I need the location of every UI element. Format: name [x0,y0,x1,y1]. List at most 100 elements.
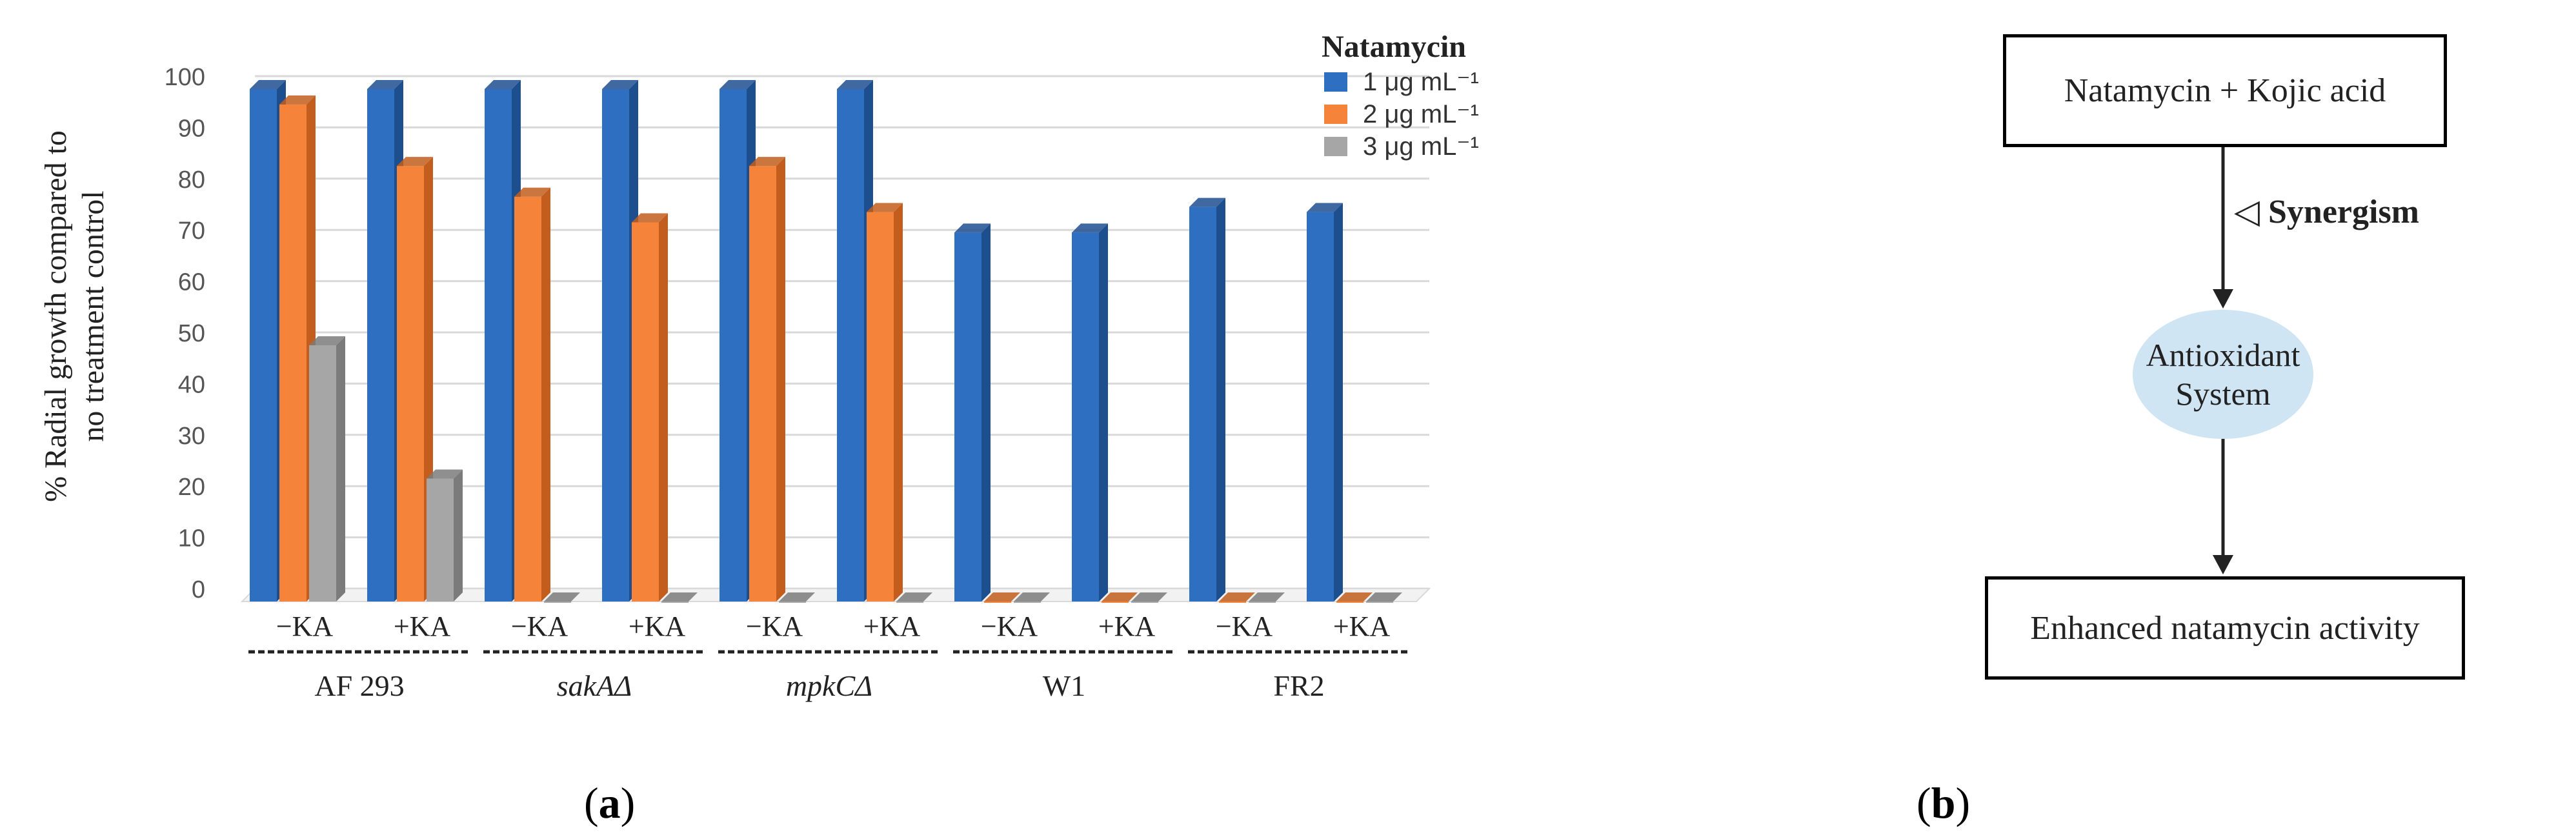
y-tick-label: 80 [178,167,205,194]
bar-side [776,157,785,602]
bar-front [1189,207,1216,601]
bar-3ug-cat8 [1249,592,1285,603]
group-label: W1 [1043,669,1085,702]
legend: 1 μg mL⁻¹ 2 μg mL⁻¹ 3 μg mL⁻¹ [1324,68,1479,161]
bar-front [749,166,776,602]
panel-label-b: (b) [1917,778,1971,827]
bar-1ug-cat8 [1189,197,1225,601]
y-tick-label: 50 [178,320,205,347]
y-tick-label: 40 [178,371,205,398]
bar-front [632,222,659,601]
x-category-label: +KA [1333,611,1391,642]
bar-2ug-cat6 [984,592,1020,603]
bar-front [309,345,336,601]
bottom-box: Enhanced natamycin activity [1985,576,2465,680]
bar-top [1336,592,1373,601]
bar-top [1366,592,1402,601]
bar-top [1307,203,1343,212]
bar-3ug-cat9 [1366,592,1402,603]
y-axis-ticks: 0 10 20 30 40 50 60 70 80 90 100 [165,64,205,603]
bar-top [427,469,463,479]
bar-top [250,80,286,89]
bar-front [1014,601,1041,603]
bar-top [984,592,1020,601]
bar-top [309,336,345,345]
bar-top [719,80,756,89]
bars [250,80,1402,603]
y-axis-label-line1: % Radial growth compared to [39,130,73,502]
y-tick-label: 10 [178,525,205,552]
y-axis-label-line2: no treatment control [76,190,110,441]
bar-top [514,187,550,197]
group-label: sakAΔ [557,669,632,702]
bar-front [485,89,512,601]
bar-side [981,223,991,601]
y-tick-label: 70 [178,217,205,245]
synergism-text: Synergism [2268,194,2419,230]
x-category-label: −KA [1216,611,1273,642]
ellipse-line1: Antioxidant [2146,337,2300,373]
legend-swatch [1324,105,1347,124]
bar-front [896,601,923,603]
bar-2ug-cat5 [867,203,903,601]
bar-front [779,601,806,603]
bar-front [1219,601,1246,603]
bar-side [336,336,345,601]
bar-1ug-cat7 [1072,223,1108,601]
bar-side [659,213,668,601]
bar-front [954,232,981,601]
bar-front [867,212,894,601]
bar-front [719,89,747,601]
x-category-label: +KA [1098,611,1156,642]
bar-top [544,592,580,601]
bar-1ug-cat3 [602,80,638,601]
legend-swatch [1324,72,1347,92]
bar-top [1102,592,1138,601]
bar-top [867,203,903,212]
bar-top [1014,592,1050,601]
bar-top [1249,592,1285,601]
x-category-label: −KA [276,611,334,642]
bar-1ug-cat6 [954,223,991,601]
bar-front [427,478,454,601]
bar-front [1307,212,1334,601]
bar-3ug-cat5 [896,592,932,603]
x-category-label: −KA [746,611,803,642]
y-tick-label: 60 [178,269,205,296]
bar-front [1336,601,1363,603]
bar-top [749,157,785,167]
x-category-label: −KA [981,611,1038,642]
legend-swatch [1324,137,1347,156]
synergism-label: ◁ Synergism [2234,192,2419,231]
ellipse-line2: System [2175,376,2271,412]
x-axis-groups: AF 293 sakAΔ mpkCΔ W1 FR2 [248,650,1410,702]
x-axis-categories: −KA +KA −KA +KA −KA +KA −KA +KA −KA +KA [276,611,1391,642]
bar-front [837,89,864,601]
legend-label: 2 μg mL⁻¹ [1363,100,1479,128]
legend-title: Natamycin [1322,30,1466,64]
bar-top [632,213,668,223]
x-category-label: −KA [511,611,569,642]
bar-3ug-cat1 [427,469,463,601]
bar-top [954,223,991,233]
bar-front [544,601,571,603]
bar-front [514,196,541,601]
bar-top [896,592,932,601]
bar-front [984,601,1011,603]
bar-2ug-cat7 [1102,592,1138,603]
bar-front [279,104,307,601]
bar-2ug-cat4 [749,157,785,602]
antioxidant-system-ellipse: Antioxidant System [2133,310,2313,439]
y-tick-label: 30 [178,423,205,450]
bar-top [397,157,433,167]
y-tick-label: 20 [178,474,205,501]
bar-side [894,203,903,601]
bar-front [1131,601,1158,603]
bar-top [1072,223,1108,233]
bar-top [1189,197,1225,207]
x-category-label: +KA [863,611,921,642]
x-category-label: +KA [394,611,451,642]
bar-side [541,187,550,601]
bar-2ug-cat3 [632,213,668,601]
bar-front [1072,232,1099,601]
